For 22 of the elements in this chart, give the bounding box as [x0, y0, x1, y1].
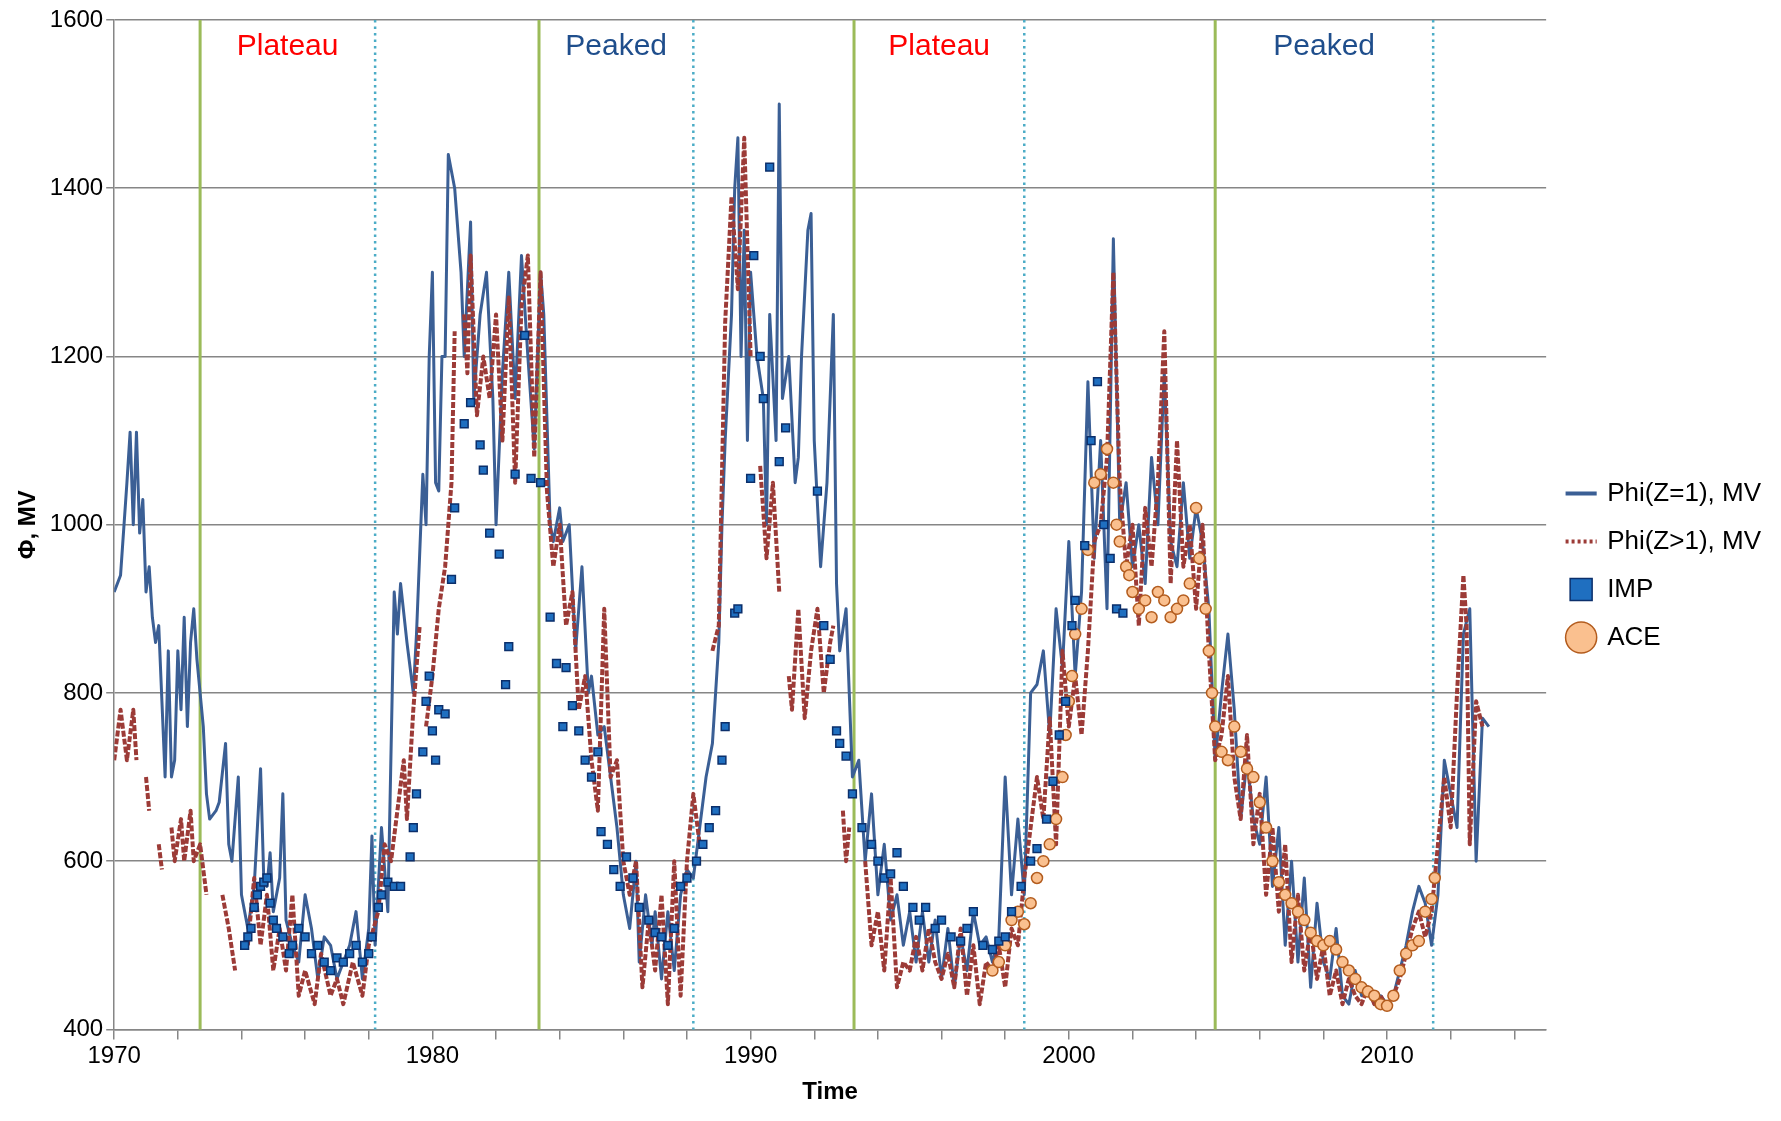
y-axis-title: Φ, MV	[13, 490, 41, 560]
y-tick-label: 1400	[49, 172, 104, 200]
x-tick-label: 1990	[723, 1041, 778, 1069]
x-axis-title: Time	[802, 1077, 858, 1105]
legend-label: IMP	[1607, 572, 1654, 603]
x-tick-label: 1970	[87, 1041, 141, 1069]
annotation: Plateau	[888, 28, 991, 62]
annotation: Peaked	[1273, 28, 1376, 62]
annotation: Peaked	[565, 28, 668, 62]
y-tick-label: 1600	[49, 4, 104, 32]
y-tick-label: 1200	[49, 341, 104, 369]
legend-label: ACE	[1607, 620, 1661, 651]
x-tick-label: 2010	[1360, 1041, 1414, 1069]
legend-label: Phi(Z=1), MV	[1607, 476, 1762, 507]
x-tick-label: 1980	[405, 1041, 460, 1069]
legend-label: Phi(Z>1), MV	[1607, 524, 1762, 555]
y-tick-label: 800	[63, 677, 104, 705]
y-tick-label: 400	[63, 1014, 104, 1042]
y-tick-label: 1000	[49, 509, 104, 537]
x-tick-label: 2000	[1042, 1041, 1096, 1069]
annotation: Plateau	[236, 28, 339, 62]
y-tick-label: 600	[63, 845, 104, 873]
